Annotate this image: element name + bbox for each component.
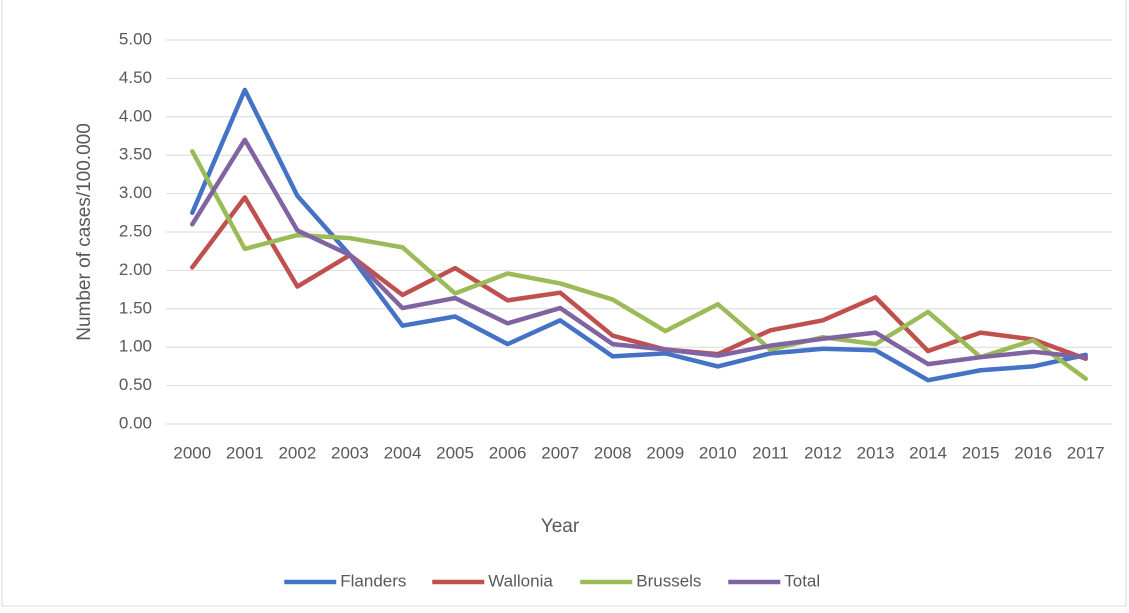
x-tick-label: 2006 [489, 443, 527, 462]
y-tick-label: 5.00 [119, 29, 152, 48]
y-tick-label: 1.00 [119, 337, 152, 356]
series-line [190, 87, 1088, 383]
y-tick-label: 3.50 [119, 145, 152, 164]
x-tick-label: 2007 [541, 443, 579, 462]
x-tick-label: 2010 [699, 443, 737, 462]
y-tick-label: 4.50 [119, 68, 152, 87]
series-line [190, 195, 1088, 361]
x-tick-label: 2011 [752, 443, 789, 462]
x-tick-label: 2008 [594, 443, 632, 462]
x-axis-label: Year [541, 516, 580, 537]
x-tick-label: 2005 [436, 443, 474, 462]
x-tick-label: 2016 [1014, 443, 1052, 462]
legend-label: Brussels [636, 571, 701, 590]
x-tick-label: 2015 [962, 443, 1000, 462]
y-tick-label: 3.00 [119, 183, 152, 202]
x-tick-label: 2012 [804, 443, 842, 462]
y-tick-label: 4.00 [119, 106, 152, 125]
y-tick-label: 0.00 [119, 413, 152, 432]
y-tick-label: 2.50 [119, 221, 152, 240]
x-tick-label: 2009 [646, 443, 684, 462]
x-tick-label: 2014 [909, 443, 947, 462]
y-tick-label: 0.50 [119, 375, 152, 394]
y-axis-label: Number of cases/100.000 [74, 123, 95, 341]
y-tick-label: 2.00 [119, 260, 152, 279]
x-tick-label: 2002 [278, 443, 316, 462]
series-line [190, 137, 1088, 367]
series-line [190, 149, 1088, 381]
legend-label: Wallonia [488, 571, 553, 590]
x-tick-label: 2013 [857, 443, 895, 462]
y-tick-label: 1.50 [119, 298, 152, 317]
x-tick-label: 2001 [226, 443, 264, 462]
legend-label: Total [784, 571, 820, 590]
x-tick-label: 2003 [331, 443, 369, 462]
x-tick-label: 2004 [384, 443, 422, 462]
x-tick-label: 2017 [1067, 443, 1105, 462]
x-tick-label: 2000 [173, 443, 211, 462]
legend-label: Flanders [340, 571, 406, 590]
